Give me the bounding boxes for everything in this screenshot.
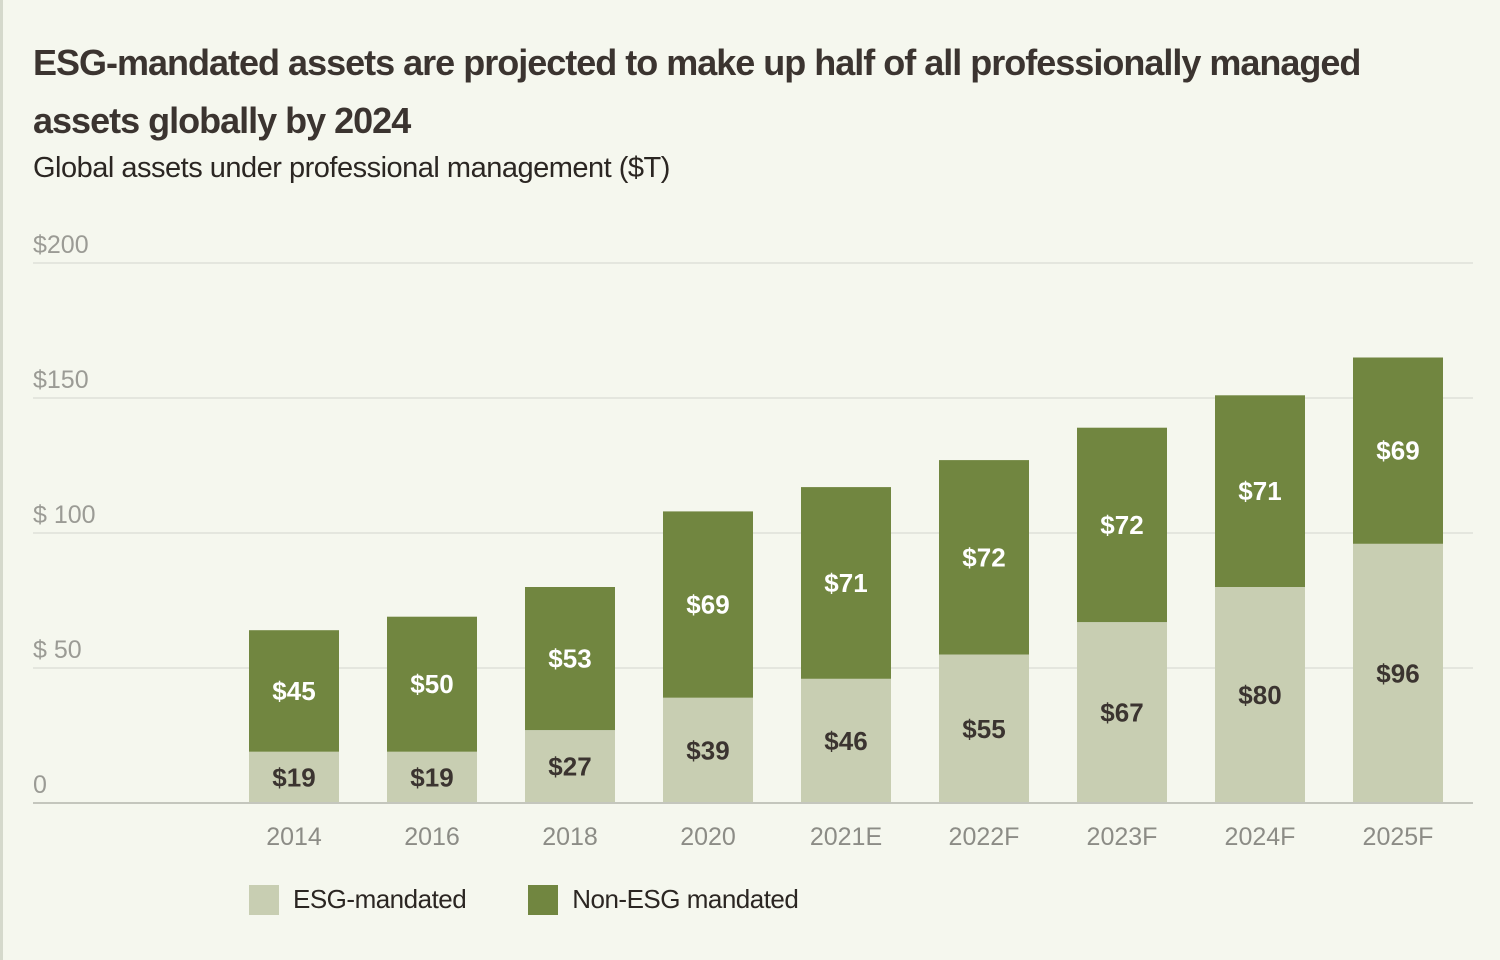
bar-non-esg xyxy=(1353,357,1443,544)
bar-esg xyxy=(663,697,753,803)
data-label-esg: $19 xyxy=(410,762,453,792)
x-category-label: 2024F xyxy=(1225,823,1296,851)
x-category-label: 2018 xyxy=(542,823,598,851)
data-label-non-esg: $69 xyxy=(686,590,729,620)
data-label-esg: $55 xyxy=(962,714,1005,744)
bar-esg xyxy=(249,751,339,803)
data-label-non-esg: $53 xyxy=(548,644,591,674)
bar-esg xyxy=(1215,587,1305,803)
y-tick-label: $150 xyxy=(33,366,89,394)
legend: ESG-mandated Non-ESG mandated xyxy=(249,884,799,915)
x-category-label: 2021E xyxy=(810,823,882,851)
data-label-non-esg: $71 xyxy=(824,568,867,598)
data-label-esg: $27 xyxy=(548,752,591,782)
bar-esg xyxy=(525,730,615,803)
data-label-non-esg: $69 xyxy=(1376,436,1419,466)
bar-non-esg xyxy=(249,630,339,752)
bar-non-esg xyxy=(939,460,1029,655)
bar-esg xyxy=(939,654,1029,803)
y-tick-label: 0 xyxy=(33,771,47,799)
x-category-label: 2020 xyxy=(680,823,736,851)
data-label-esg: $67 xyxy=(1100,698,1143,728)
x-category-label: 2023F xyxy=(1087,823,1158,851)
data-label-non-esg: $72 xyxy=(962,542,1005,572)
bar-esg xyxy=(387,751,477,803)
legend-swatch-non-esg xyxy=(528,884,559,915)
bar-non-esg xyxy=(387,616,477,752)
chart-plot: 0 $ 50 $ 100 $150 $200 $19 $45 $19 $50 $27 $53 $39… xyxy=(33,231,1473,851)
data-label-esg: $46 xyxy=(824,726,867,756)
legend-item-non-esg: Non-ESG mandated xyxy=(528,884,799,915)
x-category-label: 2016 xyxy=(404,823,460,851)
chart-title: ESG-mandated assets are projected to mak… xyxy=(33,42,1361,141)
data-label-esg: $19 xyxy=(272,762,315,792)
y-tick-label: $ 50 xyxy=(33,636,82,664)
y-tick-label: $200 xyxy=(33,231,89,259)
data-label-esg: $80 xyxy=(1238,680,1281,710)
bar-non-esg xyxy=(1077,427,1167,623)
bar-esg xyxy=(1077,622,1167,803)
data-label-non-esg: $45 xyxy=(272,676,315,706)
data-label-non-esg: $50 xyxy=(410,669,453,699)
x-axis-categories: 2014 2016 2018 2020 2021E 2022F 2023F 2024F 2025… xyxy=(266,823,1433,851)
legend-item-esg: ESG-mandated xyxy=(249,884,467,915)
y-axis-ticks: 0 $ 50 $ 100 $150 $200 xyxy=(33,231,96,799)
bar-non-esg xyxy=(663,511,753,698)
x-category-label: 2022F xyxy=(949,823,1020,851)
bar-non-esg xyxy=(525,587,615,731)
bar-esg xyxy=(801,678,891,803)
legend-label-non-esg: Non-ESG mandated xyxy=(572,884,799,914)
x-category-label: 2025F xyxy=(1363,823,1434,851)
data-label-non-esg: $71 xyxy=(1238,476,1281,506)
legend-label-esg: ESG-mandated xyxy=(293,884,467,914)
legend-swatch-esg xyxy=(249,884,279,915)
y-tick-label: $ 100 xyxy=(33,501,96,529)
x-category-label: 2014 xyxy=(266,823,322,851)
bar-non-esg xyxy=(1215,395,1305,587)
bars xyxy=(249,357,1443,803)
data-label-esg: $39 xyxy=(686,735,729,765)
data-label-esg: $96 xyxy=(1376,658,1419,688)
data-labels: $19 $45 $19 $50 $27 $53 $39 $69 $46 $71 $55 $72 $67 $… xyxy=(272,436,1419,793)
data-label-non-esg: $72 xyxy=(1100,510,1143,540)
bar-non-esg xyxy=(801,487,891,679)
chart-subtitle: Global assets under professional managem… xyxy=(33,152,670,184)
bar-esg xyxy=(1353,543,1443,803)
